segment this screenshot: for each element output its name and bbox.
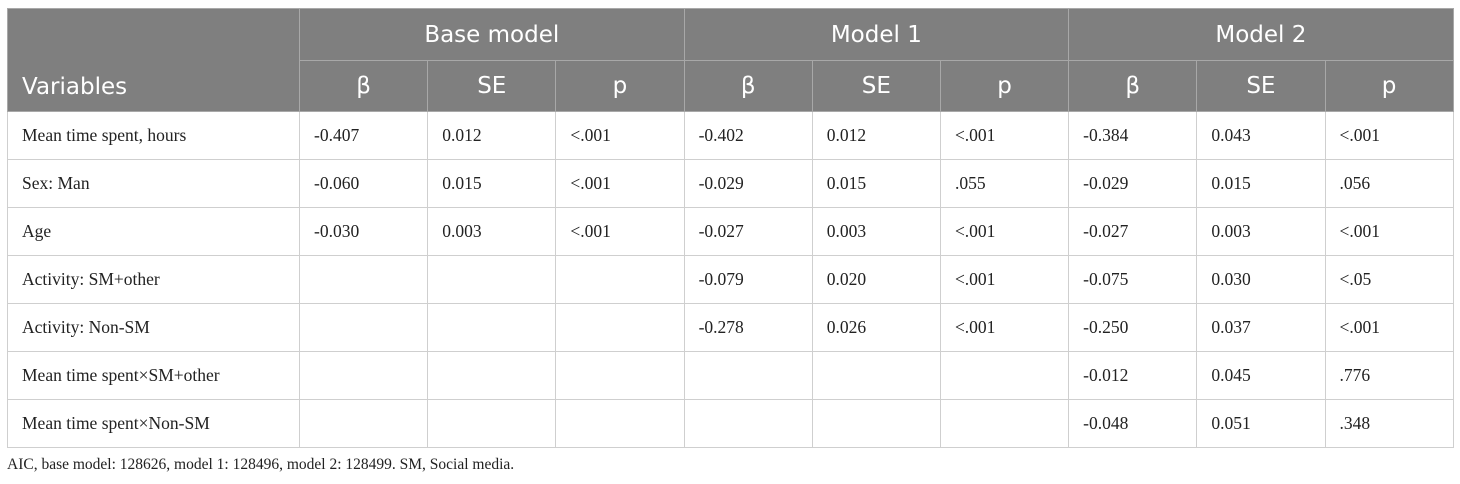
cell-base-se: 0.003 <box>427 207 557 256</box>
table-row: Sex: Man -0.060 0.015 <.001 -0.029 0.015.055-… <box>7 159 1454 208</box>
cell-base-se: 0.012 <box>427 111 557 160</box>
cell-m2-p: .056 <box>1324 159 1454 208</box>
cell-m2-beta: -0.384 <box>1068 111 1198 160</box>
cell-m1-p: <.001 <box>939 207 1070 256</box>
cell-m2-se: 0.045 <box>1196 351 1326 400</box>
cell-base-beta: -0.407 <box>298 111 429 160</box>
cell-base-beta: -0.030 <box>298 207 429 256</box>
cell-m2-se: 0.003 <box>1196 207 1326 256</box>
cell-m1-p: <.001 <box>939 111 1070 160</box>
se-header: SE <box>1196 60 1326 112</box>
cell-base-se: 0.015 <box>427 159 557 208</box>
cell-m1-se <box>811 399 941 448</box>
cell-base-p: <.001 <box>555 207 685 256</box>
cell-m1-se <box>811 351 941 400</box>
cell-base-p: <.001 <box>555 159 685 208</box>
cell-m2-p: <.05 <box>1324 255 1454 304</box>
cell-m1-beta <box>683 351 813 400</box>
cell-m2-beta: -0.250 <box>1068 303 1198 352</box>
cell-m2-se: 0.037 <box>1196 303 1326 352</box>
cell-m1-p: .055 <box>939 159 1070 208</box>
cell-m2-beta: -0.029 <box>1068 159 1198 208</box>
beta-header: β <box>683 60 813 112</box>
cell-m1-se: 0.020 <box>811 255 941 304</box>
p-header: p <box>939 60 1070 112</box>
cell-m2-p: .776 <box>1324 351 1454 400</box>
cell-m2-se: 0.015 <box>1196 159 1326 208</box>
p-header: p <box>1324 60 1454 112</box>
cell-m2-se: 0.030 <box>1196 255 1326 304</box>
cell-m2-beta: -0.075 <box>1068 255 1198 304</box>
table-row: Age -0.030 0.003 <.001 -0.027 0.003 <.001 -0.02… <box>7 207 1454 256</box>
cell-m2-beta: -0.012 <box>1068 351 1198 400</box>
header-row-stats: β SE p β SE p β SE p <box>8 60 1454 112</box>
cell-base-beta <box>298 399 429 448</box>
table-body: Mean time spent, hours -0.407 0.012 <.001 -0… <box>7 111 1454 448</box>
model-1-header: Model 1 <box>683 8 1070 61</box>
regression-table: Variables Base model Model 1 Model 2 β S… <box>7 8 1454 448</box>
beta-header: β <box>1068 60 1198 112</box>
row-label: Mean time spent, hours <box>7 111 300 160</box>
cell-m2-p: .348 <box>1324 399 1454 448</box>
cell-m1-p <box>939 351 1070 400</box>
row-label: Mean time spent×SM+other <box>7 351 300 400</box>
cell-base-p <box>555 255 685 304</box>
cell-m1-se: 0.026 <box>811 303 941 352</box>
cell-m1-beta: -0.079 <box>683 255 813 304</box>
se-header: SE <box>811 60 941 112</box>
row-label: Activity: SM+other <box>7 255 300 304</box>
p-header: p <box>555 60 685 112</box>
cell-m1-p <box>939 399 1070 448</box>
regression-table-container: Variables Base model Model 1 Model 2 β S… <box>7 8 1454 448</box>
cell-base-p <box>555 303 685 352</box>
cell-m2-beta: -0.027 <box>1068 207 1198 256</box>
cell-base-p: <.001 <box>555 111 685 160</box>
cell-m1-se: 0.012 <box>811 111 941 160</box>
table-row: Activity: SM+other -0.079 0.020 <.001 -0.075… <box>7 255 1454 304</box>
cell-base-beta <box>298 255 429 304</box>
header-row-models: Variables Base model Model 1 Model 2 <box>7 8 1454 112</box>
table-header: Variables Base model Model 1 Model 2 β S… <box>7 8 1454 112</box>
cell-m2-p: <.001 <box>1324 303 1454 352</box>
cell-base-se <box>427 351 557 400</box>
cell-base-se <box>427 255 557 304</box>
cell-m1-beta: -0.402 <box>683 111 813 160</box>
cell-base-beta <box>298 303 429 352</box>
cell-m1-p: <.001 <box>939 303 1070 352</box>
se-header: SE <box>427 60 557 112</box>
cell-m2-se: 0.043 <box>1196 111 1326 160</box>
cell-base-p <box>555 399 685 448</box>
beta-header: β <box>298 60 429 112</box>
variables-header: Variables <box>7 8 300 112</box>
cell-m1-p: <.001 <box>939 255 1070 304</box>
cell-m1-beta <box>683 399 813 448</box>
cell-base-beta: -0.060 <box>298 159 429 208</box>
cell-m2-se: 0.051 <box>1196 399 1326 448</box>
table-row: Mean time spent, hours -0.407 0.012 <.001 -0… <box>7 111 1454 160</box>
cell-m1-se: 0.003 <box>811 207 941 256</box>
table-row: Mean time spent×Non-SM -0.048 0.051.348 <box>7 399 1454 448</box>
cell-base-p <box>555 351 685 400</box>
cell-m1-beta: -0.027 <box>683 207 813 256</box>
table-row: Activity: Non-SM -0.278 0.026 <.001 -0.250 0.… <box>7 303 1454 352</box>
row-label: Activity: Non-SM <box>7 303 300 352</box>
table-footnote: AIC, base model: 128626, model 1: 128496… <box>7 456 515 473</box>
cell-base-se <box>427 399 557 448</box>
cell-m1-beta: -0.278 <box>683 303 813 352</box>
base-model-header: Base model <box>299 8 685 61</box>
table-row: Mean time spent×SM+other -0.012 0.045.776 <box>7 351 1454 400</box>
cell-m1-se: 0.015 <box>811 159 941 208</box>
cell-base-se <box>427 303 557 352</box>
cell-m1-beta: -0.029 <box>683 159 813 208</box>
cell-m2-p: <.001 <box>1324 207 1454 256</box>
cell-m2-p: <.001 <box>1324 111 1454 160</box>
model-2-header: Model 2 <box>1068 8 1454 61</box>
row-label: Age <box>7 207 300 256</box>
cell-m2-beta: -0.048 <box>1068 399 1198 448</box>
cell-base-beta <box>298 351 429 400</box>
row-label: Mean time spent×Non-SM <box>7 399 300 448</box>
row-label: Sex: Man <box>7 159 300 208</box>
